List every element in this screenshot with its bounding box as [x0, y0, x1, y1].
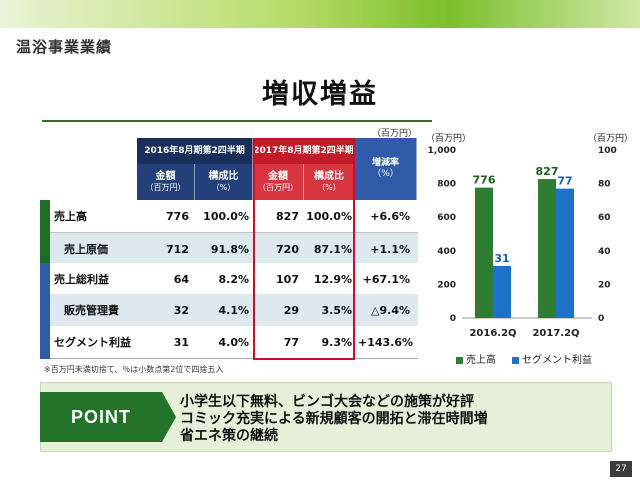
header-change-label: 増減率: [371, 158, 399, 169]
point-line-3: 省エネ策の継続: [180, 428, 278, 444]
point-line-2: コミック充実による新規顧客の開拓と滞在時間増: [180, 411, 488, 427]
header-band: [0, 0, 640, 28]
point-tag: POINT: [40, 392, 162, 442]
cell-change: +67.1%: [362, 273, 410, 286]
right-tick-label: 0: [598, 314, 604, 324]
right-tick-label: 100: [598, 146, 617, 156]
bar-sales: [475, 187, 493, 318]
row-group-marker-profit: [40, 263, 50, 326]
left-tick-label: 0: [450, 314, 456, 324]
header-amount-unit: （百万円）: [145, 183, 186, 193]
table-note: ※百万円未満切捨て、％は小数点第2位で四捨五入: [44, 365, 224, 374]
left-tick-label: 600: [437, 213, 456, 223]
legend-label-sales: 売上高: [466, 355, 496, 366]
table-unit: （百万円）: [372, 129, 418, 139]
left-tick-label: 400: [437, 247, 456, 257]
category-label: 2016.2Q: [469, 328, 516, 339]
legend-item-sales: 売上高: [456, 351, 496, 366]
right-tick-label: 60: [598, 213, 611, 223]
header-ratio-2016: 構成比 （%）: [195, 164, 253, 200]
cell-amount-2017: 827: [276, 210, 299, 223]
section-title: 温浴事業業績: [16, 38, 113, 56]
cell-change: +143.6%: [358, 336, 414, 349]
header-ratio-label: 構成比: [208, 171, 239, 183]
right-tick-label: 20: [598, 280, 611, 290]
header-period-2016: 2016年8月期第2四半期: [137, 138, 253, 164]
highlight-frame-2017: [253, 138, 355, 360]
page-title: 増収増益: [262, 79, 378, 110]
bar-sales: [538, 179, 556, 318]
table-row: セグメント利益 31 4.0% 77 9.3% +143.6%: [40, 326, 418, 359]
legend-swatch-sales: [456, 356, 463, 364]
bar-segment-profit: [556, 188, 574, 318]
bar-segment-profit: [493, 265, 511, 318]
legend-label-segment: セグメント利益: [522, 355, 592, 366]
legend-item-segment: セグメント利益: [512, 351, 592, 366]
cell-amount-2017: 77: [283, 336, 299, 349]
table-row: 販売管理費 32 4.1% 29 3.5% △9.4%: [40, 294, 418, 327]
left-axis-unit: （百万円）: [426, 134, 472, 144]
row-group-marker-segment: [40, 326, 50, 359]
table-row: 売上原価 712 91.8% 720 87.1% +1.1%: [40, 233, 418, 266]
header-ratio-unit: （%）: [317, 183, 341, 193]
header-amount-2017: 金額 （百万円）: [253, 164, 304, 200]
header-amount-2016: 金額 （百万円）: [137, 164, 195, 200]
cell-ratio-2016: 8.2%: [218, 273, 249, 286]
cell-ratio-2017: 3.5%: [321, 304, 352, 317]
cell-change: +6.6%: [370, 210, 410, 223]
title-underline: [42, 120, 432, 122]
row-label: 売上高: [54, 210, 87, 223]
right-tick-label: 80: [598, 180, 611, 190]
point-line-1: 小学生以下無料、ビンゴ大会などの施策が好評: [180, 394, 474, 410]
cell-change: +1.1%: [370, 243, 410, 256]
header-amount-unit: （百万円）: [258, 183, 298, 193]
header-change-unit: （%）: [372, 169, 399, 179]
row-label: 売上総利益: [54, 273, 109, 286]
cell-ratio-2017: 87.1%: [313, 243, 352, 256]
bar-data-label: 77: [557, 175, 572, 188]
right-axis-unit: （百万円）: [588, 134, 634, 144]
cell-amount-2017: 107: [276, 273, 299, 286]
table-row: 売上総利益 64 8.2% 107 12.9% +67.1%: [40, 263, 418, 296]
cell-amount-2016: 712: [166, 243, 189, 256]
header-change: 増減率 （%）: [355, 138, 417, 200]
header-amount-label: 金額: [268, 171, 288, 183]
row-label: 売上原価: [64, 243, 108, 256]
cell-ratio-2016: 4.1%: [218, 304, 249, 317]
cell-change: △9.4%: [371, 304, 410, 317]
cell-ratio-2017: 100.0%: [306, 210, 352, 223]
bar-data-label: 31: [494, 252, 509, 265]
cell-ratio-2016: 4.0%: [218, 336, 249, 349]
left-tick-label: 1,000: [428, 146, 456, 156]
header-amount-label: 金額: [155, 171, 176, 183]
cell-amount-2016: 32: [173, 304, 189, 317]
cell-amount-2017: 720: [276, 243, 299, 256]
cell-ratio-2017: 12.9%: [313, 273, 352, 286]
row-group-marker-sales: [40, 200, 50, 263]
right-tick-label: 40: [598, 247, 611, 257]
header-ratio-unit: （%）: [211, 183, 236, 193]
cell-ratio-2016: 91.8%: [210, 243, 249, 256]
legend-swatch-segment: [512, 356, 519, 364]
bar-data-label: 827: [536, 165, 559, 178]
point-arrow-icon: [162, 392, 176, 442]
row-label: 販売管理費: [64, 304, 119, 317]
cell-amount-2016: 31: [173, 336, 189, 349]
row-label: セグメント利益: [54, 336, 131, 349]
bar-data-label: 776: [473, 174, 496, 187]
category-label: 2017.2Q: [532, 328, 579, 339]
cell-ratio-2017: 9.3%: [321, 336, 352, 349]
cell-amount-2017: 29: [283, 304, 299, 317]
header-period-2017: 2017年8月期第2四半期: [253, 138, 355, 164]
cell-amount-2016: 64: [173, 273, 189, 286]
cell-ratio-2016: 100.0%: [203, 210, 249, 223]
table-row: 売上高 776 100.0% 827 100.0% +6.6%: [40, 200, 418, 233]
cell-amount-2016: 776: [166, 210, 189, 223]
header-ratio-label: 構成比: [314, 171, 344, 183]
page-number: 27: [610, 461, 632, 477]
left-tick-label: 800: [437, 180, 456, 190]
left-tick-label: 200: [437, 280, 456, 290]
